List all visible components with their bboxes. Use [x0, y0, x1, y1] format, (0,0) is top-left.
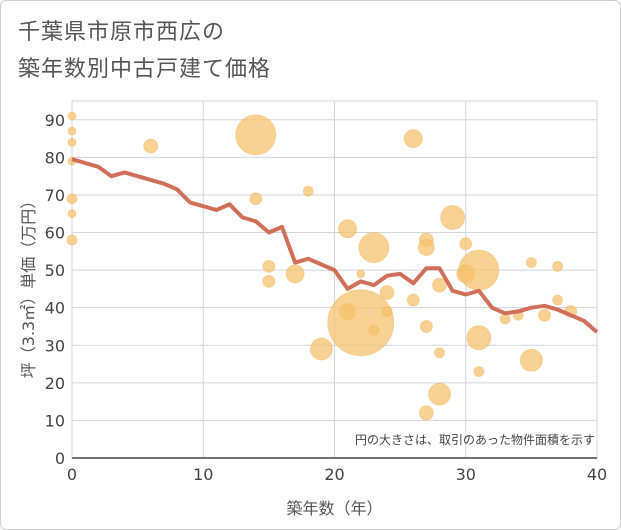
y-tick-label: 90: [45, 111, 65, 130]
bubble-point: [406, 293, 420, 307]
y-tick-label: 20: [45, 374, 65, 393]
bubble-point: [327, 289, 395, 357]
title-line-1: 千葉県市原市西広の: [18, 20, 226, 45]
bubble-point: [66, 234, 78, 246]
title-line-2: 築年数別中古戸建て価格: [18, 57, 272, 82]
x-tick-label: 40: [587, 465, 607, 484]
bubble-point: [428, 382, 451, 406]
bubble-point: [309, 337, 333, 361]
bubble-point: [434, 347, 445, 359]
x-tick-label: 0: [67, 465, 77, 484]
chart-title: 千葉県市原市西広の 築年数別中古戸建て価格: [18, 14, 271, 88]
bubble-point: [285, 264, 305, 284]
x-axis-label: 築年数（年）: [286, 499, 382, 518]
bubble-point: [381, 305, 393, 317]
bubble-point: [66, 193, 78, 205]
bubble-point: [249, 192, 263, 206]
y-tick-label: 60: [45, 224, 65, 243]
bubble-point: [499, 313, 511, 325]
bubble-point: [262, 259, 276, 273]
bubble-point: [432, 277, 447, 293]
y-tick-label: 0: [55, 449, 65, 468]
bubble-point: [440, 204, 466, 230]
bubble-point: [419, 319, 433, 333]
bubble-point: [302, 185, 314, 197]
y-tick-label: 80: [45, 148, 65, 167]
y-tick-label: 70: [45, 186, 65, 205]
bubble-point: [403, 129, 423, 149]
bubble-point: [552, 260, 564, 272]
bubble-point: [235, 114, 277, 156]
size-note: 円の大きさは、取引のあった物件面積を示す: [355, 432, 595, 447]
x-tick-label: 20: [324, 465, 344, 484]
bubble-point: [358, 232, 390, 264]
bubble-point: [67, 126, 77, 136]
bubble-point: [67, 111, 77, 121]
bubble-point: [473, 366, 485, 378]
bubble-point: [417, 239, 435, 257]
bubble-point: [525, 257, 537, 269]
x-tick-label: 10: [193, 465, 213, 484]
y-tick-label: 50: [45, 261, 65, 280]
bubble-point: [519, 348, 543, 372]
bubble-point: [458, 249, 500, 291]
bubble-series: [66, 111, 578, 421]
average-price-line: [71, 157, 599, 334]
bubble-point: [379, 285, 395, 301]
bubble-point: [459, 237, 473, 251]
bubble-point: [262, 274, 276, 288]
bubble-point: [466, 325, 492, 351]
bubble-point: [418, 405, 434, 421]
x-tick-labels: 0 10 20 30 40: [67, 465, 607, 484]
bubble-point: [338, 219, 358, 239]
bubble-point: [368, 324, 380, 336]
x-tick-label: 30: [456, 465, 476, 484]
bubble-point: [67, 137, 77, 147]
bubble-point: [356, 269, 366, 279]
y-tick-label: 30: [45, 336, 65, 355]
y-axis-label: 坪（3.3㎡）単価（万円）: [19, 193, 38, 378]
y-tick-label: 10: [45, 411, 65, 430]
bubble-point: [67, 209, 77, 219]
bubble-point: [538, 308, 551, 322]
bubble-point: [552, 294, 564, 306]
bubble-point: [143, 138, 159, 154]
y-tick-label: 40: [45, 299, 65, 318]
y-tick-labels: 0 10 20 30 40 50 60 70 80 90: [45, 111, 65, 468]
